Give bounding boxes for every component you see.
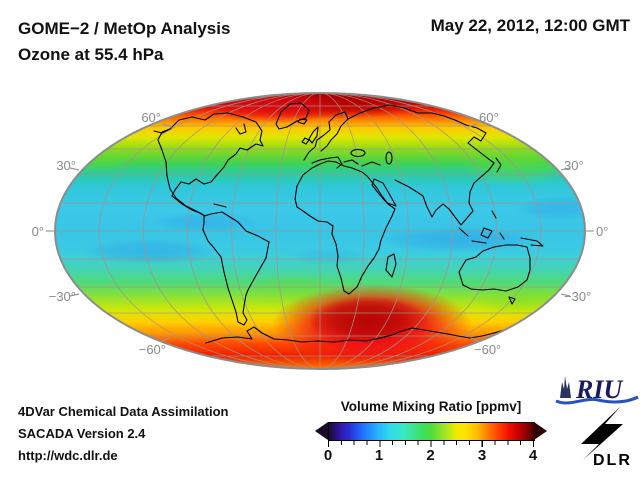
riu-cathedral-icon xyxy=(560,376,571,398)
lat-label-right-m60: −60° xyxy=(474,342,501,357)
colorbar-tick-3: 3 xyxy=(477,447,487,464)
title-line2: Ozone at 55.4 hPa xyxy=(18,45,164,64)
colorbar-major-ticks xyxy=(328,441,535,447)
ozone-color-field xyxy=(55,93,585,369)
lat-label-right-60: 60° xyxy=(479,110,499,125)
dlr-logo: DLR xyxy=(581,406,632,469)
colorbar-right-arrow xyxy=(534,422,547,440)
colorbar-left-arrow xyxy=(315,422,328,440)
lat-label-right-0: 0° xyxy=(596,224,608,239)
colorbar xyxy=(328,422,535,441)
title-line1: GOME−2 / MetOp Analysis xyxy=(18,19,231,38)
lat-label-left-60: 60° xyxy=(141,110,161,125)
footer-line3: http://wdc.dlr.de xyxy=(18,448,118,463)
footer-line2: SACADA Version 2.4 xyxy=(18,426,146,441)
lat-label-left-0: 0° xyxy=(32,224,44,239)
page-title: GOME−2 / MetOp Analysis Ozone at 55.4 hP… xyxy=(18,16,230,68)
riu-wave xyxy=(555,395,639,405)
colorbar-tick-2: 2 xyxy=(426,447,435,464)
latitude-labels: 60° 30° 0° −30° −60° 60° 30° 0° −30° −60… xyxy=(32,110,609,357)
lat-label-right-30: 30° xyxy=(564,158,584,173)
colorbar-tick-1: 1 xyxy=(374,447,384,464)
footer-text: 4DVar Chemical Data Assimilation SACADA … xyxy=(18,401,229,467)
latitude-ticks xyxy=(46,123,594,343)
colorbar-tick-0: 0 xyxy=(323,447,333,464)
datetime-label: May 22, 2012, 12:00 GMT xyxy=(430,16,630,35)
colorbar-tick-4: 4 xyxy=(528,447,538,464)
footer-line1: 4DVar Chemical Data Assimilation xyxy=(18,404,229,419)
dlr-emblem-icon xyxy=(581,406,623,460)
lat-label-left-m60: −60° xyxy=(139,342,166,357)
lat-label-left-m30: −30° xyxy=(49,289,76,304)
lat-label-left-30: 30° xyxy=(56,158,76,173)
lat-label-right-m30: −30° xyxy=(564,289,591,304)
coastlines xyxy=(153,102,544,344)
dlr-logo-text: DLR xyxy=(593,452,632,469)
colorbar-title: Volume Mixing Ratio [ppmv] xyxy=(340,399,522,414)
riu-logo: RIU xyxy=(555,375,639,405)
